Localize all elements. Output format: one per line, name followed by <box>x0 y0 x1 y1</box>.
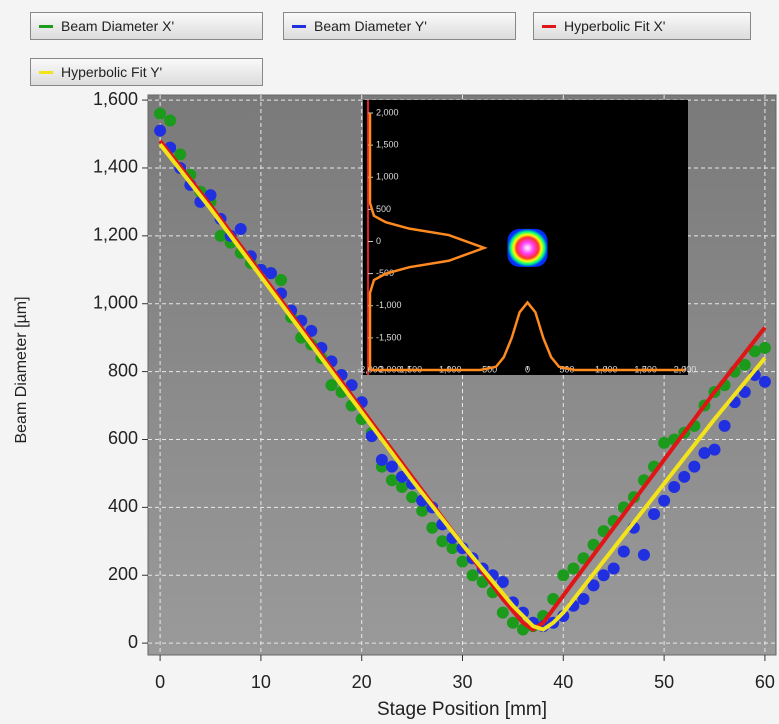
y-tick-label: 1,600 <box>93 89 138 109</box>
data-point <box>154 108 166 120</box>
x-tick-label: 40 <box>553 672 573 692</box>
plot: Beam Diameter [µm] Stage Position [mm] 2… <box>0 0 779 724</box>
y-axis-label: Beam Diameter [µm] <box>13 296 30 443</box>
data-point <box>265 267 277 279</box>
data-point <box>608 562 620 574</box>
data-point <box>497 607 509 619</box>
data-point <box>567 562 579 574</box>
data-point <box>154 125 166 137</box>
data-point <box>618 545 630 557</box>
x-tick-label: 60 <box>755 672 775 692</box>
y-tick-label: 600 <box>108 428 138 448</box>
chart-window: Beam Diameter X' Beam Diameter Y' Hyperb… <box>0 0 779 724</box>
y-tick-label: 0 <box>128 632 138 652</box>
inset-y-tick-label: 0 <box>376 236 381 246</box>
data-point <box>386 461 398 473</box>
data-point <box>376 454 388 466</box>
inset-y-tick-label: 1,500 <box>376 140 399 150</box>
data-point <box>235 223 247 235</box>
x-tick-label: 20 <box>352 672 372 692</box>
y-tick-label: 1,200 <box>93 225 138 245</box>
y-tick-label: 800 <box>108 360 138 380</box>
y-tick-label: 1,400 <box>93 157 138 177</box>
data-point <box>678 471 690 483</box>
data-point <box>467 569 479 581</box>
data-point <box>668 481 680 493</box>
inset-y-tick-label: -1,500 <box>376 332 402 342</box>
data-point <box>275 274 287 286</box>
inset-y-tick-label: -1,000 <box>376 300 402 310</box>
data-point <box>598 569 610 581</box>
data-point <box>658 495 670 507</box>
y-tick-label: 400 <box>108 496 138 516</box>
inset-y-tick-label: 2,000 <box>376 107 399 117</box>
data-point <box>325 379 337 391</box>
data-point <box>557 569 569 581</box>
data-point <box>719 420 731 432</box>
inset-y-tick-label: 1,000 <box>376 172 399 182</box>
inset-x-tick-label: 0 <box>525 364 530 374</box>
y-tick-label: 1,000 <box>93 292 138 312</box>
x-tick-label: 30 <box>452 672 472 692</box>
x-axis-label: Stage Position [mm] <box>377 699 547 720</box>
data-point <box>638 549 650 561</box>
data-point <box>164 114 176 126</box>
inset-y-tick-label: 500 <box>376 204 391 214</box>
data-point <box>688 461 700 473</box>
data-point <box>709 444 721 456</box>
y-tick-label: 200 <box>108 564 138 584</box>
x-tick-label: 10 <box>251 672 271 692</box>
data-point <box>648 508 660 520</box>
x-tick-label: 50 <box>654 672 674 692</box>
x-tick-label: 0 <box>155 672 165 692</box>
beam-spot <box>508 229 548 267</box>
data-point <box>759 376 771 388</box>
data-point <box>759 342 771 354</box>
